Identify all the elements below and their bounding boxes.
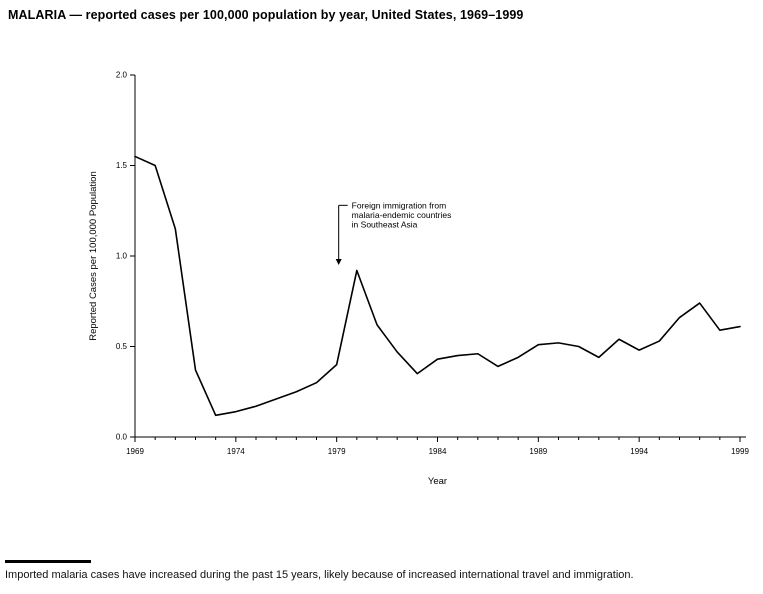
data-line-series: [134, 155, 741, 417]
footnote: Imported malaria cases have increased du…: [5, 569, 634, 581]
x-tick-label: 1969: [126, 447, 144, 456]
y-axis-ticks: 0.0 0.5 1.0 1.5 2.0: [116, 71, 135, 442]
x-tick-label: 1999: [731, 447, 749, 456]
annotation-callout: Foreign immigration frommalaria-endemic …: [335, 200, 452, 266]
axes: [134, 75, 746, 438]
y-axis-title: Reported Cases per 100,000 Population: [88, 171, 99, 341]
x-axis-ticks: 1969 1974 1979 1984 1989 1994 1999: [126, 437, 749, 456]
y-tick-label: 1.5: [116, 161, 128, 170]
y-tick-label: 1.0: [116, 252, 128, 261]
x-axis-title: Year: [428, 476, 447, 487]
y-tick-label: 0.0: [116, 433, 128, 442]
arrowhead-icon: [335, 259, 342, 266]
y-tick-label: 2.0: [116, 71, 128, 80]
y-tick-label: 0.5: [116, 342, 128, 351]
x-tick-label: 1974: [227, 447, 245, 456]
page-title: MALARIA — reported cases per 100,000 pop…: [8, 8, 524, 22]
annotation-text-line: Foreign immigration from: [352, 200, 446, 210]
x-tick-label: 1979: [328, 447, 346, 456]
x-tick-label: 1994: [630, 447, 648, 456]
x-tick-label: 1984: [429, 447, 447, 456]
footnote-rule: [5, 560, 91, 563]
x-tick-label: 1989: [529, 447, 547, 456]
annotation-text-line: malaria-endemic countries: [352, 210, 452, 220]
annotation-text-line: in Southeast Asia: [352, 219, 418, 229]
